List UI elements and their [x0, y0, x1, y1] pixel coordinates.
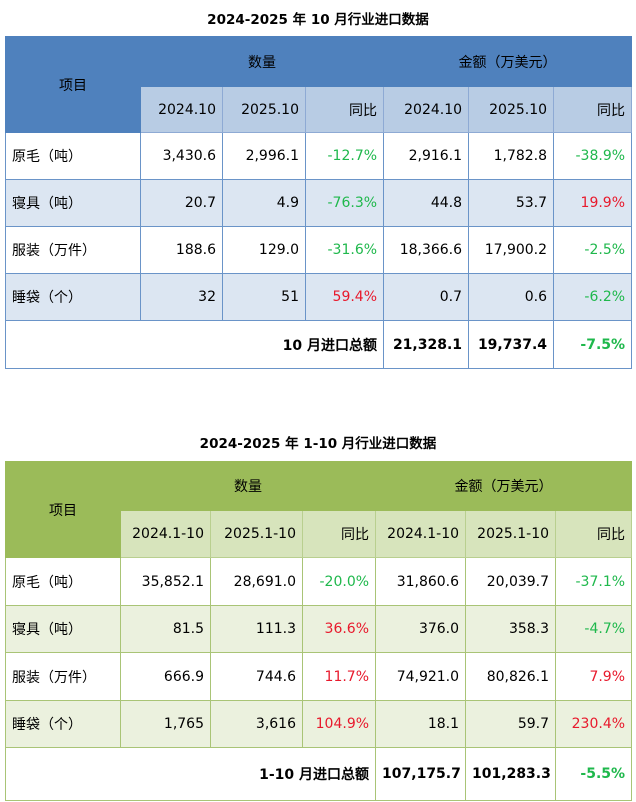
total-row: 10 月进口总额 21,328.1 19,737.4 -7.5%: [4, 320, 633, 369]
value-cell: 0.6: [468, 273, 555, 321]
subheader-5: 同比: [555, 510, 633, 558]
value-cell: 59.7: [465, 700, 557, 748]
value-cell: 17,900.2: [468, 226, 555, 274]
subheader-4: 2025.1-10: [465, 510, 557, 558]
total-row: 1-10 月进口总额 107,175.7 101,283.3 -5.5%: [4, 747, 633, 801]
value-cell: 3,616: [210, 700, 303, 748]
value-cell: 111.3: [210, 605, 303, 653]
row-label: 睡袋（个）: [5, 273, 141, 321]
table2-title: 2024-2025 年 1-10 月行业进口数据: [199, 436, 437, 452]
value-cell: 81.5: [120, 605, 211, 653]
header-quantity: 数量: [119, 461, 377, 511]
value-cell: 80,826.1: [465, 652, 557, 701]
header-quantity: 数量: [139, 36, 385, 87]
value-cell: 31,860.6: [375, 557, 467, 606]
yoy-cell: 36.6%: [301, 605, 377, 653]
table-row: 睡袋（个） 32 51 59.4% 0.7 0.6 -6.2%: [5, 273, 633, 321]
value-cell: 3,430.6: [140, 132, 223, 180]
yoy-cell: -31.6%: [304, 226, 385, 274]
total-label: 1-10 月进口总额: [4, 747, 377, 801]
table-row: 寝具（吨） 20.7 4.9 -76.3% 44.8 53.7 19.9%: [5, 179, 633, 227]
value-cell: 18,366.6: [383, 226, 470, 274]
subheader-5: 同比: [553, 86, 633, 133]
yoy-cell: -4.7%: [555, 605, 633, 653]
table-row: 寝具（吨） 81.5 111.3 36.6% 376.0 358.3 -4.7%: [5, 605, 633, 653]
value-cell: 2,916.1: [383, 132, 470, 180]
yoy-cell: 59.4%: [304, 273, 385, 321]
header-amount: 金额（万美元）: [375, 461, 633, 511]
value-cell: 53.7: [468, 179, 555, 227]
subheader-4: 2025.10: [468, 86, 555, 133]
yoy-cell: -6.2%: [553, 273, 633, 321]
yoy-cell: -12.7%: [304, 132, 385, 180]
table-row: 原毛（吨） 35,852.1 28,691.0 -20.0% 31,860.6 20,03…: [5, 557, 633, 606]
value-cell: 376.0: [375, 605, 467, 653]
yoy-cell: -2.5%: [553, 226, 633, 274]
value-cell: 666.9: [120, 652, 211, 701]
value-cell: 2,996.1: [222, 132, 306, 180]
row-label: 服装（万件）: [5, 226, 141, 274]
row-label: 寝具（吨）: [5, 605, 121, 653]
row-label: 服装（万件）: [5, 652, 121, 701]
table-row: 原毛（吨） 3,430.6 2,996.1 -12.7% 2,916.1 1,782.8-…: [5, 132, 633, 180]
value-cell: 51: [222, 273, 306, 321]
header-amount: 金额（万美元）: [383, 36, 633, 87]
table-row: 服装（万件） 188.6 129.0 -31.6% 18,366.6 17,900.2 -2…: [5, 226, 633, 274]
row-label: 原毛（吨）: [5, 132, 141, 180]
yoy-cell: -38.9%: [553, 132, 633, 180]
row-label: 睡袋（个）: [5, 700, 121, 748]
table-october-imports: 项目 数量 金额（万美元） 2024.10 2025.10 同比 2024.10 2025.…: [4, 36, 633, 369]
yoy-cell: -20.0%: [301, 557, 377, 606]
header-item: 项目: [5, 36, 141, 133]
value-cell: 74,921.0: [375, 652, 467, 701]
total-value: -5.5%: [555, 747, 633, 801]
table-row: 睡袋（个） 1,765 3,616 104.9% 18.1 59.7 230.4%: [5, 700, 633, 748]
yoy-cell: 19.9%: [553, 179, 633, 227]
total-value: 19,737.4: [468, 320, 555, 369]
subheader-1: 2025.1-10: [210, 510, 303, 558]
yoy-cell: 104.9%: [301, 700, 377, 748]
value-cell: 32: [140, 273, 223, 321]
subheader-1: 2025.10: [222, 86, 306, 133]
value-cell: 44.8: [383, 179, 470, 227]
total-value: -7.5%: [553, 320, 633, 369]
value-cell: 18.1: [375, 700, 467, 748]
value-cell: 20,039.7: [465, 557, 557, 606]
subheader-3: 2024.10: [383, 86, 470, 133]
value-cell: 1,765: [120, 700, 211, 748]
value-cell: 744.6: [210, 652, 303, 701]
value-cell: 0.7: [383, 273, 470, 321]
subheader-2: 同比: [301, 510, 377, 558]
subheader-3: 2024.1-10: [375, 510, 467, 558]
table-row: 服装（万件） 666.9 744.6 11.7% 74,921.0 80,826.1 7.9…: [5, 652, 633, 701]
yoy-cell: 7.9%: [555, 652, 633, 701]
row-label: 寝具（吨）: [5, 179, 141, 227]
row-label: 原毛（吨）: [5, 557, 121, 606]
yoy-cell: -76.3%: [304, 179, 385, 227]
table1-title: 2024-2025 年 10 月行业进口数据: [207, 12, 429, 28]
total-value: 107,175.7: [375, 747, 467, 801]
subheader-0: 2024.1-10: [120, 510, 211, 558]
table-jan-oct-imports: 项目 数量 金额（万美元） 2024.1-10 2025.1-10 同比 2024.1-1…: [4, 461, 633, 801]
value-cell: 28,691.0: [210, 557, 303, 606]
subheader-0: 2024.10: [140, 86, 223, 133]
total-value: 21,328.1: [383, 320, 470, 369]
total-label: 10 月进口总额: [4, 320, 385, 369]
header-item: 项目: [5, 461, 121, 558]
value-cell: 129.0: [222, 226, 306, 274]
total-value: 101,283.3: [465, 747, 557, 801]
value-cell: 188.6: [140, 226, 223, 274]
value-cell: 1,782.8: [468, 132, 555, 180]
value-cell: 20.7: [140, 179, 223, 227]
value-cell: 358.3: [465, 605, 557, 653]
yoy-cell: 230.4%: [555, 700, 633, 748]
value-cell: 35,852.1: [120, 557, 211, 606]
value-cell: 4.9: [222, 179, 306, 227]
yoy-cell: 11.7%: [301, 652, 377, 701]
yoy-cell: -37.1%: [555, 557, 633, 606]
subheader-2: 同比: [304, 86, 385, 133]
